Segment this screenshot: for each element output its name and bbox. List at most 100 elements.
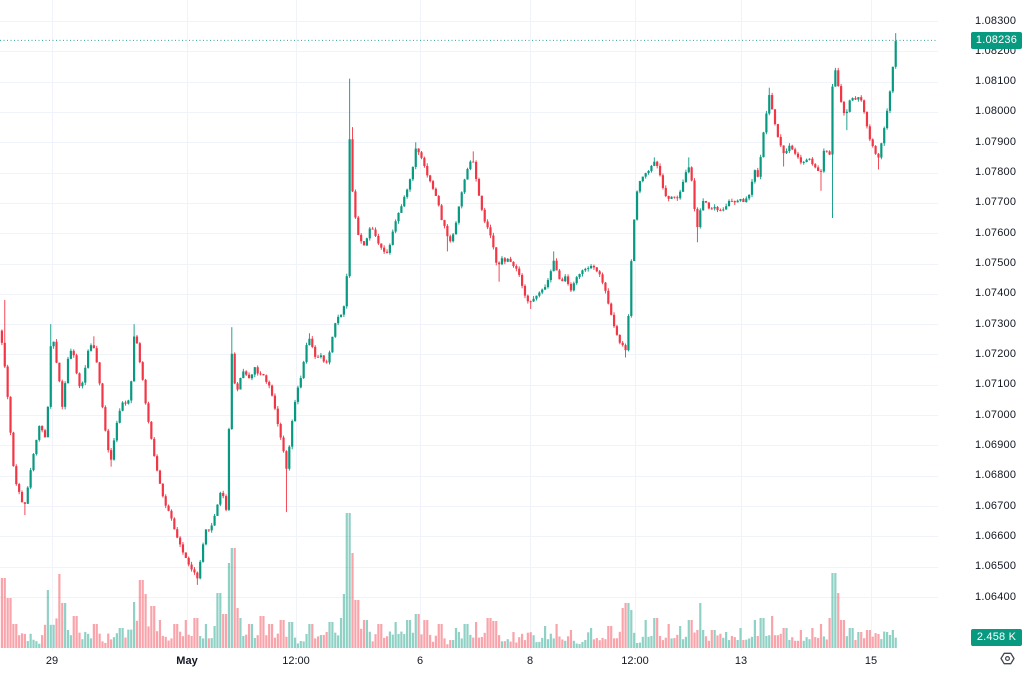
- candle-body: [411, 166, 414, 180]
- volume-bar: [426, 620, 429, 648]
- volume-bar: [788, 640, 791, 648]
- candle-body: [894, 41, 897, 67]
- volume-bar: [581, 641, 584, 648]
- volume-bar: [624, 603, 627, 648]
- volume-bar: [707, 640, 711, 648]
- candle-body: [400, 206, 403, 213]
- candle-body: [110, 450, 113, 460]
- candle-body: [612, 314, 616, 327]
- volume-bar: [840, 620, 843, 648]
- volume-bar: [406, 620, 409, 648]
- volume-bar: [285, 636, 288, 648]
- candle-body: [362, 241, 366, 246]
- candle-body: [135, 336, 139, 344]
- candle-body: [687, 167, 690, 173]
- candle-body: [584, 268, 587, 271]
- volume-bar: [101, 641, 104, 648]
- volume-bar: [750, 636, 754, 648]
- candle-body: [569, 283, 573, 291]
- candle-body: [316, 356, 320, 358]
- candle-body: [814, 164, 817, 168]
- volume-bar: [64, 603, 67, 648]
- candle-body: [475, 161, 478, 179]
- price-tick-label: 1.06400: [975, 590, 1017, 603]
- volume-bar: [291, 622, 294, 648]
- volume-bar: [877, 634, 880, 648]
- volume-bar: [293, 637, 297, 648]
- volume-bar: [865, 630, 869, 648]
- candle-body: [469, 161, 472, 169]
- volume-bar: [176, 624, 179, 648]
- volume-bar: [713, 630, 716, 648]
- volume-bar: [98, 633, 101, 648]
- candle-body: [23, 502, 26, 504]
- volume-bar: [224, 614, 228, 648]
- volume-bar: [385, 636, 389, 648]
- volume-bar: [9, 598, 12, 648]
- volume-bar: [118, 628, 121, 648]
- volume-bar: [276, 633, 279, 648]
- candle-body: [383, 247, 386, 252]
- candle-body: [29, 470, 32, 488]
- volume-bar: [759, 618, 762, 648]
- time-tick-label: 13: [734, 655, 748, 667]
- candle-body: [748, 194, 751, 199]
- volume-bar: [569, 630, 573, 648]
- volume-bar: [610, 626, 613, 648]
- time-tick-label: 29: [45, 655, 59, 667]
- candle-body: [503, 258, 506, 262]
- volume-bar: [127, 629, 130, 648]
- candle-body: [9, 396, 12, 433]
- volume-bar: [679, 626, 682, 648]
- candle-body: [115, 422, 118, 441]
- candle-body: [891, 66, 894, 92]
- candle-body: [564, 276, 567, 282]
- candle-body: [391, 231, 394, 245]
- volume-bar: [66, 630, 70, 648]
- candle-body: [308, 338, 311, 346]
- candle-body: [270, 385, 274, 396]
- time-axis[interactable]: 29 May 12:00 6 8 12:00 13 15: [0, 650, 938, 673]
- volume-bar: [716, 635, 719, 648]
- candlestick-chart[interactable]: [0, 0, 938, 650]
- candle-body: [351, 139, 354, 192]
- candle-body: [124, 402, 127, 404]
- volume-bar: [650, 636, 653, 648]
- volume-bar: [268, 624, 271, 648]
- candle-body: [227, 429, 231, 510]
- volume-bar: [452, 640, 455, 648]
- candle-body: [107, 430, 110, 451]
- candle-body: [365, 238, 368, 246]
- price-scale-settings-button[interactable]: [996, 649, 1018, 667]
- price-axis[interactable]: 1.08300 1.08200 1.08100 1.08000 1.07900 1.078…: [938, 0, 1024, 650]
- candle-body: [18, 484, 21, 492]
- candle-body: [535, 295, 538, 299]
- volume-bar: [811, 628, 814, 648]
- candle-body: [325, 361, 328, 363]
- volume-bar: [656, 618, 659, 648]
- volume-bar: [23, 633, 26, 648]
- candle-body: [624, 345, 627, 351]
- volume-bar: [273, 637, 277, 648]
- volume-bar: [828, 618, 831, 648]
- volume-bar: [58, 574, 61, 648]
- volume-bar: [549, 633, 552, 648]
- candle-body: [72, 350, 75, 356]
- candle-body: [314, 346, 317, 357]
- candle-body: [788, 145, 791, 152]
- volume-bar: [150, 606, 153, 648]
- price-tick-label: 1.08000: [975, 105, 1017, 118]
- candle-body: [147, 403, 150, 422]
- price-tick-label: 1.07200: [975, 347, 1017, 360]
- volume-bar: [647, 636, 650, 648]
- volume-bar: [589, 628, 593, 648]
- volume-bar: [621, 608, 624, 648]
- volume-bar: [756, 636, 759, 648]
- candle-body: [268, 381, 271, 386]
- volume-bar: [851, 628, 854, 648]
- volume-bar: [397, 633, 400, 648]
- volume-bar: [239, 618, 242, 648]
- volume-bar: [860, 632, 863, 648]
- volume-bar: [138, 580, 141, 648]
